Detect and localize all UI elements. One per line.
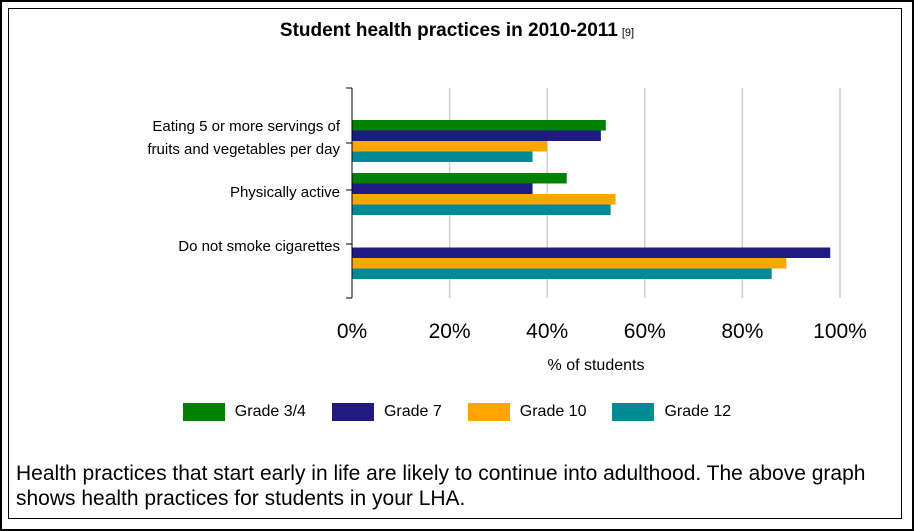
bar-grade-12-1 <box>352 204 611 215</box>
legend-swatch <box>182 403 225 421</box>
category-label: Do not smoke cigarettes <box>178 238 340 255</box>
category-label: Eating 5 or more servings of <box>152 118 340 135</box>
title-reference: [9] <box>621 27 635 39</box>
bar-grade-7-1 <box>352 183 533 194</box>
bar-grade-10-2 <box>352 258 787 269</box>
legend-item: Grade 7 <box>331 403 442 421</box>
bar-grade-3-4-1 <box>352 173 567 184</box>
bar-grade-3-4-0 <box>352 120 606 131</box>
x-tick-label: 20% <box>429 320 471 343</box>
category-label: fruits and vegetables per day <box>147 141 340 158</box>
inner-frame <box>8 8 902 519</box>
x-tick-label: 0% <box>337 320 367 343</box>
caption-text: Health practices that start early in lif… <box>16 462 866 510</box>
chart-title-text: Student health practices in 2010-2011 <box>279 20 618 41</box>
legend-label: Grade 3/4 <box>234 403 306 420</box>
bar-grade-12-0 <box>352 151 533 162</box>
bar-grade-10-1 <box>352 194 616 205</box>
legend-swatch <box>467 403 510 421</box>
legend-label: Grade 10 <box>519 403 587 420</box>
chart-title: Student health practices in 2010-2011 [9] <box>0 20 914 42</box>
chart-legend: Grade 3/4 Grade 7 Grade 10 Grade 12 <box>0 403 914 421</box>
x-axis-label: % of students <box>548 357 645 374</box>
legend-swatch <box>612 403 655 421</box>
legend-item: Grade 10 <box>467 403 587 421</box>
bar-grade-7-2 <box>352 247 831 258</box>
legend-label: Grade 12 <box>664 403 732 420</box>
x-tick-label: 80% <box>721 320 763 343</box>
bar-grade-12-2 <box>352 268 772 279</box>
x-tick-label: 40% <box>526 320 568 343</box>
legend-label: Grade 7 <box>383 403 442 420</box>
legend-item: Grade 3/4 <box>182 403 306 421</box>
legend-swatch <box>331 403 374 421</box>
bar-grade-7-0 <box>352 130 601 141</box>
x-tick-label: 100% <box>813 320 867 343</box>
category-label: Physically active <box>230 184 340 201</box>
bar-grade-10-0 <box>352 141 548 152</box>
x-tick-label: 60% <box>624 320 666 343</box>
legend-item: Grade 12 <box>612 403 731 421</box>
